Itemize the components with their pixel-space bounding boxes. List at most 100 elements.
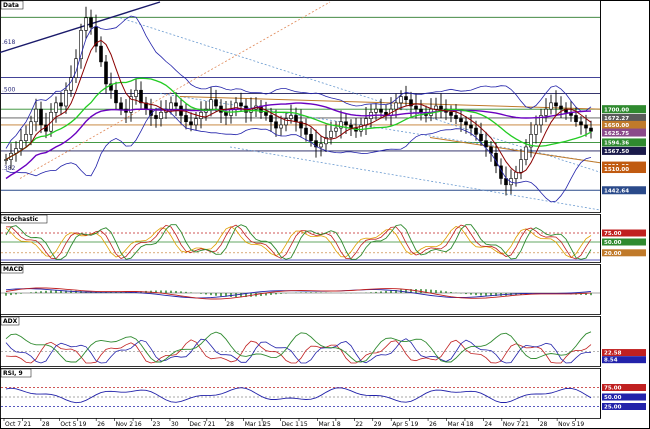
x-tick-label: 28	[540, 421, 548, 428]
x-tick-label: Mar 4	[448, 421, 465, 428]
osc-axis-label-bg	[602, 384, 646, 391]
candle-body	[539, 115, 543, 126]
price-axis-label: 1567.50	[602, 146, 646, 155]
osc-axis-label-bg	[602, 349, 646, 357]
osc-axis-label: 25.00	[602, 403, 646, 411]
candle-body	[99, 45, 103, 63]
candle-body	[519, 159, 523, 173]
osc-axis-label: 8.54	[602, 356, 646, 364]
candle-body	[434, 105, 438, 110]
osc-axis-label: 50.00	[602, 393, 646, 401]
fib-label: .500	[2, 86, 16, 93]
price-axis-label-text: 1800.54	[604, 76, 629, 82]
candle-body	[319, 143, 323, 148]
osc-axis-label-bg	[602, 229, 646, 237]
osc-plot-1	[1, 224, 600, 261]
candle-body	[59, 102, 63, 107]
x-tick-label: 21	[521, 421, 529, 428]
osc-axis-label-text: 0.00	[604, 291, 618, 297]
candle-body	[344, 121, 348, 126]
candle-body	[404, 96, 408, 100]
x-tick-label: 28	[226, 421, 234, 428]
candle-body	[39, 108, 43, 126]
fib-label: .618	[2, 39, 16, 46]
panel-4: RSI, 9	[0, 368, 601, 419]
osc-axis-label-bg	[602, 238, 646, 246]
osc-plot-4	[1, 387, 600, 407]
x-tick-label: 18	[466, 421, 474, 428]
candle-body	[119, 102, 123, 110]
x-tick-label: 16	[134, 421, 142, 428]
x-tick-label: 15	[300, 421, 308, 428]
panel-title-box	[0, 214, 48, 224]
candle-body	[329, 130, 333, 138]
fib-label: .382	[2, 165, 16, 172]
price-axis-label: 1800.54	[602, 73, 646, 82]
candle-body	[574, 115, 578, 123]
candle-body	[439, 105, 443, 110]
candle-body	[19, 140, 23, 149]
candle-body	[184, 115, 188, 123]
candle-body	[409, 99, 413, 107]
price-axis-label-bg	[602, 138, 646, 147]
bollinger-upper	[5, 15, 592, 149]
candle-body	[29, 121, 33, 135]
osc-axis-label-text: -100.00	[604, 310, 628, 316]
candle-body	[324, 137, 328, 145]
osc-axis-label-text: 75.00	[604, 231, 622, 237]
price-axis-label: 1700.00	[602, 105, 646, 113]
osc-axis-label-text: 0.00	[604, 258, 618, 264]
x-tick-label: Nov 7	[503, 421, 521, 428]
panel-title-box	[0, 368, 32, 378]
candle-body	[359, 124, 363, 132]
price-axis-label: 1750.00	[602, 89, 646, 98]
x-tick-label: Apr 5	[392, 421, 408, 428]
candle-body	[474, 127, 478, 135]
panel-title: MACD	[3, 266, 23, 273]
candle-body	[589, 127, 593, 132]
candle-body	[274, 121, 278, 129]
price-axis-label-text: 1442.64	[604, 188, 629, 194]
osc-axis-label: -100.00	[604, 310, 628, 316]
candle-body	[419, 108, 423, 113]
price-axis-label-text: 1672.27	[604, 116, 629, 122]
panel-title-box	[0, 264, 24, 274]
osc-axis-label-text: 50.00	[604, 395, 622, 401]
osc-axis-label: 50.00	[604, 337, 622, 343]
candle-body	[544, 108, 548, 116]
candle-body	[194, 118, 198, 126]
stoch-slow-line	[5, 226, 592, 258]
osc-axis-label-text: 20.00	[604, 251, 622, 257]
candle-body	[34, 108, 38, 123]
ma-long-line	[5, 102, 592, 180]
osc-axis-label-text: -50.00	[604, 301, 624, 307]
candle-body	[579, 121, 583, 126]
fan-line	[429, 137, 601, 164]
candle-body	[109, 83, 113, 91]
price-axis-label-bg	[602, 89, 646, 98]
stoch-k-line	[5, 224, 592, 260]
candle-body	[469, 124, 473, 129]
price-axis-label-bg	[602, 146, 646, 155]
osc-axis-label: 0.00	[604, 414, 618, 420]
candle-body	[199, 112, 203, 119]
x-tick-label: 25	[263, 421, 271, 428]
x-tick-label: 19	[411, 421, 419, 428]
price-axis-label-text: 1750.00	[604, 92, 629, 98]
x-tick-label: 23	[153, 421, 161, 428]
stoch-d-line	[5, 224, 592, 260]
fan-line	[179, 96, 601, 110]
adx-plus-di-line	[5, 338, 592, 364]
x-tick-label: 21	[208, 421, 216, 428]
osc-axis-label: 50.00	[602, 238, 646, 246]
candle-body	[189, 121, 193, 126]
panel-title-box	[0, 316, 20, 326]
panel-frame	[0, 368, 601, 419]
x-tick-label: Nov 2	[116, 421, 134, 428]
candle-body	[584, 124, 588, 129]
candle-body	[94, 26, 98, 47]
macd-line	[5, 287, 592, 300]
price-axis-label: 1650.00	[602, 120, 646, 129]
x-tick-label: 8	[337, 421, 341, 428]
candle-body	[214, 99, 218, 107]
